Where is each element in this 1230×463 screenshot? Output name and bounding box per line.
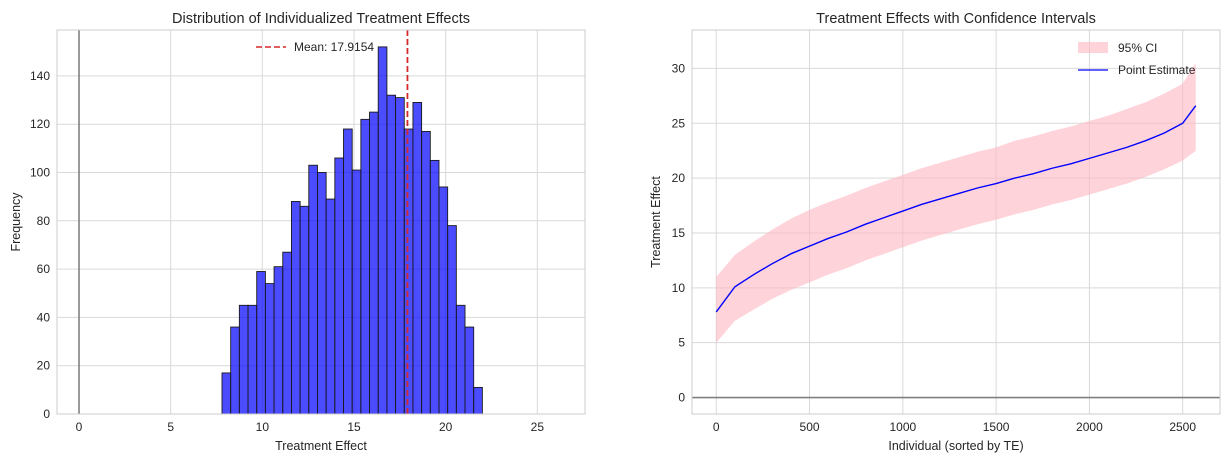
histogram-bar	[447, 225, 457, 415]
histogram-y-tick-label: 0	[43, 407, 50, 421]
histogram-y-axis-label: Frequency	[9, 192, 23, 252]
legend-ci-label: 95% CI	[1118, 41, 1157, 55]
ci-x-tick-label: 0	[713, 420, 720, 434]
histogram-bar	[238, 304, 249, 415]
histogram-reference-lines	[78, 30, 409, 414]
ci-legend: 95% CI Point Estimate	[1078, 41, 1196, 77]
histogram-bar	[455, 304, 466, 415]
histogram-bar	[325, 198, 336, 415]
ci-title: Treatment Effects with Confidence Interv…	[816, 11, 1096, 27]
histogram-bar	[403, 128, 414, 415]
histogram-bar	[308, 164, 318, 415]
histogram-bar	[317, 172, 327, 415]
histogram-bar	[230, 326, 240, 415]
ci-y-ticks: 0 5 10 15 20 25 30	[672, 61, 686, 404]
ci-y-tick-label: 15	[672, 226, 686, 240]
histogram-bar	[377, 46, 388, 415]
legend-ci-swatch	[1078, 42, 1108, 53]
ci-x-tick-label: 2500	[1169, 420, 1196, 434]
histogram-bar	[473, 386, 483, 415]
ci-frame	[691, 29, 1221, 415]
histogram-y-tick-label: 40	[37, 310, 51, 324]
histogram-bar	[247, 304, 258, 415]
ci-x-tick-label: 1000	[889, 420, 916, 434]
histogram-bar	[395, 97, 405, 415]
histogram-title: Distribution of Individualized Treatment…	[172, 11, 470, 27]
histogram-x-tick-label: 15	[347, 420, 361, 434]
histogram-x-tick-label: 0	[76, 420, 83, 434]
ci-y-tick-label: 0	[678, 391, 685, 405]
ci-band-area	[716, 62, 1196, 343]
ci-y-axis-label: Treatment Effect	[649, 176, 663, 268]
histogram-x-tick-label: 25	[531, 420, 545, 434]
histogram-bar	[421, 130, 431, 415]
ci-y-tick-label: 25	[672, 116, 686, 130]
ci-y-tick-label: 10	[672, 281, 686, 295]
histogram-bar	[334, 157, 344, 415]
ci-x-tick-label: 1500	[983, 420, 1010, 434]
point-estimate-line-group	[715, 105, 1197, 313]
ci-x-tick-label: 2000	[1076, 420, 1103, 434]
ci-y-tick-label: 30	[672, 61, 686, 75]
histogram-x-ticks: 0 5 10 15 20 25	[76, 420, 545, 434]
histogram-bar	[343, 128, 353, 415]
histogram-legend: Mean: 17.9154	[256, 40, 374, 54]
histogram-frame	[56, 29, 586, 415]
histogram-bar	[273, 266, 284, 415]
histogram-y-ticks: 0 20 40 60 80 100 120 140	[30, 69, 50, 421]
ci-x-ticks: 0 500 1000 1500 2000 2500	[713, 420, 1196, 434]
histogram-bar	[256, 271, 266, 415]
ci-panel: 0 500 1000 1500 2000 2500 0 5 10 15 20 25 30 Treatm…	[649, 11, 1221, 453]
ci-band	[692, 62, 1220, 399]
histogram-bar	[438, 186, 449, 415]
histogram-bars	[221, 46, 483, 415]
legend-point-label: Point Estimate	[1118, 63, 1196, 77]
ci-x-axis-label: Individual (sorted by TE)	[888, 439, 1023, 453]
histogram-bar	[290, 201, 301, 415]
histogram-y-tick-label: 100	[30, 165, 50, 179]
histogram-bar	[264, 283, 275, 415]
histogram-y-tick-label: 60	[37, 262, 51, 276]
ci-y-tick-label: 5	[678, 336, 685, 350]
histogram-bar	[369, 111, 379, 415]
histogram-bar	[282, 251, 292, 415]
point-estimate-line	[715, 105, 1197, 313]
histogram-y-tick-label: 140	[30, 69, 50, 83]
histogram-bar	[386, 94, 397, 415]
histogram-bar	[464, 326, 475, 415]
ci-y-tick-label: 20	[672, 171, 686, 185]
histogram-bar	[360, 118, 370, 415]
histogram-x-axis-label: Treatment Effect	[275, 439, 367, 453]
histogram-bar	[351, 169, 362, 415]
histogram-x-tick-label: 10	[256, 420, 270, 434]
histogram-y-tick-label: 80	[37, 214, 51, 228]
histogram-bar	[429, 159, 440, 415]
histogram-bar	[299, 205, 310, 415]
histogram-panel: 0 5 10 15 20 25 0 20 40 60 80 100 120 140 Distributi…	[9, 11, 586, 453]
ci-x-tick-label: 500	[800, 420, 820, 434]
histogram-y-tick-label: 120	[30, 117, 50, 131]
legend-mean-label: Mean: 17.9154	[294, 40, 374, 54]
histogram-x-tick-label: 20	[439, 420, 453, 434]
histogram-x-tick-label: 5	[167, 420, 174, 434]
histogram-y-tick-label: 20	[37, 359, 51, 373]
histogram-bar	[412, 102, 423, 415]
histogram-bar	[221, 372, 232, 415]
